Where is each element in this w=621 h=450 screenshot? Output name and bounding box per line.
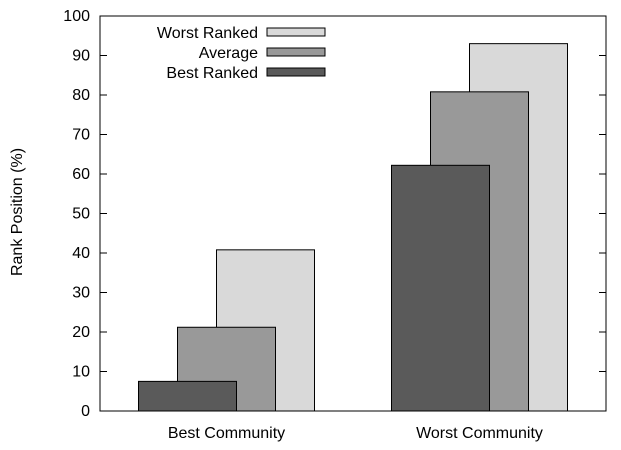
legend-swatch (266, 67, 326, 77)
legend-label: Best Ranked (166, 65, 258, 82)
legend-swatch (266, 47, 326, 57)
y-tick-label: 60 (72, 166, 90, 183)
bars-layer (138, 43, 568, 412)
y-tick-label: 50 (72, 206, 90, 223)
y-tick-label: 40 (72, 245, 90, 262)
legend-label: Average (199, 45, 258, 62)
y-tick-label: 10 (72, 364, 90, 381)
y-tick-label: 70 (72, 127, 90, 144)
legend-label: Worst Ranked (157, 25, 258, 42)
bar-best-ranked-1 (391, 164, 490, 412)
x-axis: Best Community Worst Community (168, 425, 543, 442)
y-axis: 0 10 20 30 40 50 60 70 80 90 100 (63, 8, 606, 420)
x-tick-label: Best Community (168, 425, 285, 442)
legend-swatch (266, 27, 326, 37)
y-tick-label: 90 (72, 48, 90, 65)
y-axis-label: Rank Position (%) (9, 148, 26, 276)
x-tick-label: Worst Community (416, 425, 543, 442)
y-tick-label: 20 (72, 324, 90, 341)
y-tick-label: 100 (63, 8, 90, 25)
legend: Worst Ranked Average Best Ranked (157, 25, 326, 82)
y-tick-label: 0 (81, 403, 90, 420)
y-tick-label: 30 (72, 285, 90, 302)
bar-best-ranked-0 (138, 380, 237, 412)
y-tick-label: 80 (72, 87, 90, 104)
